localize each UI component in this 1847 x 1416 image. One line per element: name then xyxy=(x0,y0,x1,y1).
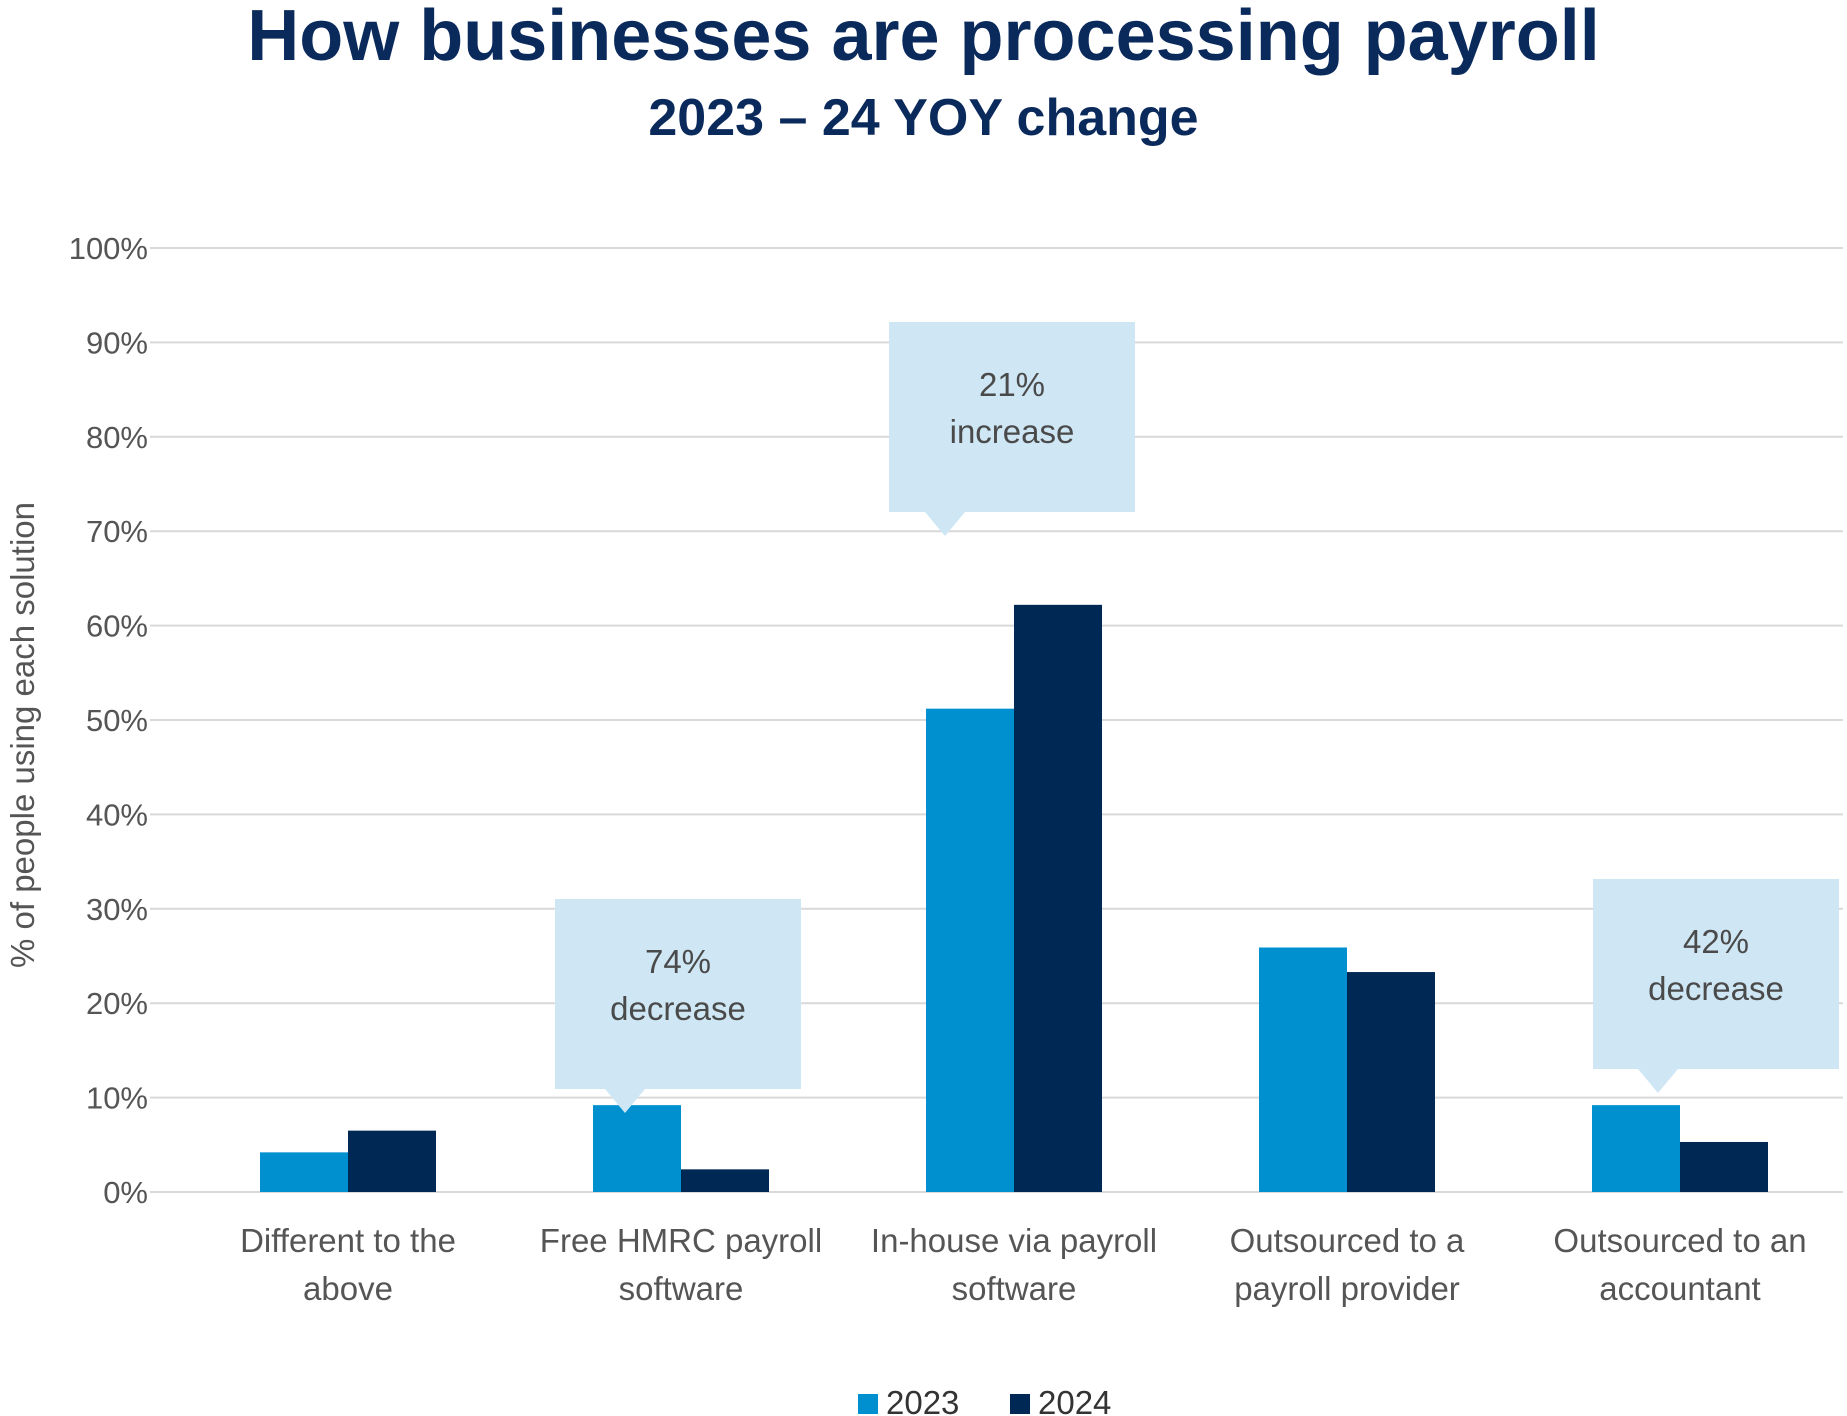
x-tick-label: In-house via payroll xyxy=(871,1222,1157,1259)
x-tick-label: Free HMRC payroll xyxy=(540,1222,822,1259)
bar-2023-4 xyxy=(1592,1105,1680,1192)
y-tick-label: 30% xyxy=(86,892,148,927)
x-tick-label: Different to the xyxy=(240,1222,456,1259)
bar-2023-3 xyxy=(1259,947,1347,1192)
legend-label: 2023 xyxy=(886,1384,959,1416)
y-tick-label: 40% xyxy=(86,797,148,832)
y-tick-label: 20% xyxy=(86,986,148,1021)
bar-2024-3 xyxy=(1347,972,1435,1192)
annotation-label: 74% xyxy=(645,943,711,980)
legend-label: 2024 xyxy=(1038,1384,1111,1416)
chart-title: How businesses are processing payroll xyxy=(247,0,1600,76)
bar-2023-1 xyxy=(593,1105,681,1192)
y-tick-label: 10% xyxy=(86,1081,148,1116)
x-tick-label: Outsourced to an xyxy=(1553,1222,1806,1259)
annotation-label: 42% xyxy=(1683,923,1749,960)
chart-subtitle: 2023 – 24 YOY change xyxy=(648,89,1199,147)
annotation-label: 21% xyxy=(979,366,1045,403)
annotation-label: decrease xyxy=(610,990,746,1027)
annotation-callout xyxy=(1593,879,1839,1093)
x-tick-label: above xyxy=(303,1270,393,1307)
annotation-callout xyxy=(555,899,801,1113)
legend-swatch-2023 xyxy=(858,1394,878,1414)
bar-2024-4 xyxy=(1680,1141,1768,1192)
bar-2023-2 xyxy=(926,708,1014,1192)
bar-2023-0 xyxy=(260,1152,348,1192)
y-tick-label: 80% xyxy=(86,420,148,455)
x-tick-label: software xyxy=(952,1270,1077,1307)
x-tick-label: Outsourced to a xyxy=(1230,1222,1465,1259)
y-tick-label: 100% xyxy=(69,231,148,266)
bar-2024-1 xyxy=(681,1169,769,1192)
y-axis-label: % of people using each solution xyxy=(4,502,41,968)
legend-swatch-2024 xyxy=(1010,1394,1030,1414)
y-tick-label: 0% xyxy=(103,1175,148,1210)
annotation-callout xyxy=(889,322,1135,536)
bar-2024-0 xyxy=(348,1130,436,1192)
x-tick-label: payroll provider xyxy=(1234,1270,1460,1307)
bar-2024-2 xyxy=(1014,604,1102,1192)
x-tick-label: software xyxy=(619,1270,744,1307)
annotation-label: decrease xyxy=(1648,970,1784,1007)
y-tick-label: 60% xyxy=(86,609,148,644)
y-tick-label: 50% xyxy=(86,703,148,738)
y-tick-label: 70% xyxy=(86,514,148,549)
y-tick-label: 90% xyxy=(86,325,148,360)
annotation-label: increase xyxy=(950,413,1075,450)
x-tick-label: accountant xyxy=(1599,1270,1760,1307)
